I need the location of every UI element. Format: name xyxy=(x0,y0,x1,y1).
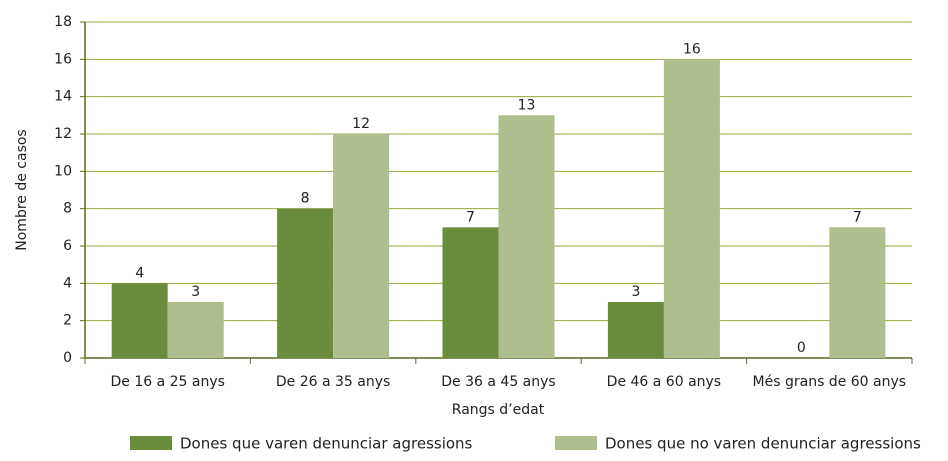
y-tick-label: 4 xyxy=(63,275,72,291)
bar xyxy=(442,227,499,358)
legend-label: Dones que no varen denunciar agressions xyxy=(605,435,921,453)
y-axis-label: Nombre de casos xyxy=(14,129,30,250)
y-tick-label: 10 xyxy=(54,163,72,179)
x-tick-label: De 16 a 25 anys xyxy=(110,374,224,390)
x-tick-label: De 36 a 45 anys xyxy=(441,374,555,390)
value-label: 13 xyxy=(518,97,536,113)
y-tick-label: 12 xyxy=(54,126,72,142)
bar xyxy=(607,302,664,358)
y-tick-label: 18 xyxy=(54,14,72,30)
x-tick-label: Més grans de 60 anys xyxy=(753,374,907,390)
y-tick-label: 6 xyxy=(63,238,72,254)
y-tick-label: 16 xyxy=(54,51,72,67)
value-label: 3 xyxy=(631,284,640,300)
x-axis-label: Rangs d’edat xyxy=(452,402,545,418)
y-tick-label: 2 xyxy=(63,313,72,329)
x-tick-label: De 46 a 60 anys xyxy=(607,374,721,390)
bar xyxy=(111,283,168,358)
bar xyxy=(498,115,555,358)
value-label: 4 xyxy=(135,265,144,281)
y-tick-label: 14 xyxy=(54,89,72,105)
y-tick-label: 8 xyxy=(63,201,72,217)
bar xyxy=(333,134,390,358)
legend-swatch xyxy=(555,436,597,450)
bar xyxy=(829,227,886,358)
legend-swatch xyxy=(130,436,172,450)
value-label: 16 xyxy=(683,41,701,57)
value-label: 7 xyxy=(853,209,862,225)
value-label: 7 xyxy=(466,209,475,225)
bar xyxy=(167,302,224,358)
value-label: 12 xyxy=(352,116,370,132)
y-tick-label: 0 xyxy=(63,350,72,366)
value-label: 0 xyxy=(797,340,806,356)
value-label: 3 xyxy=(191,284,200,300)
bar xyxy=(663,59,720,358)
value-label: 8 xyxy=(301,191,310,207)
bar xyxy=(277,208,334,358)
x-tick-label: De 26 a 35 anys xyxy=(276,374,390,390)
legend-label: Dones que varen denunciar agressions xyxy=(180,435,473,453)
